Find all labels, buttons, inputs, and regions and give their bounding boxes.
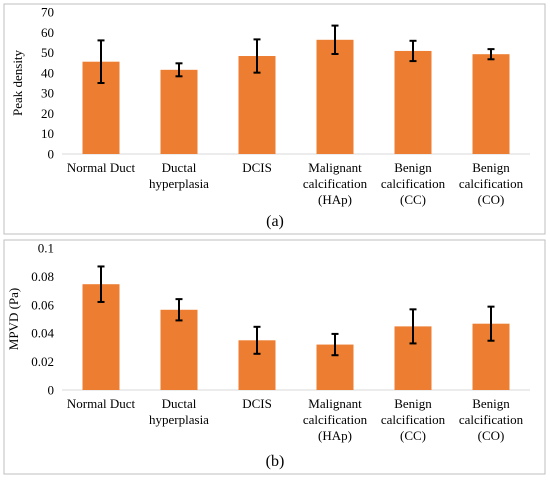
bar bbox=[472, 54, 510, 154]
bar bbox=[394, 50, 432, 154]
y-tick-label: 0.08 bbox=[31, 269, 54, 284]
bar bbox=[316, 39, 354, 154]
error-bar bbox=[175, 298, 183, 322]
category-label: Benign bbox=[394, 396, 432, 411]
bar bbox=[160, 309, 198, 390]
category-label: Benign bbox=[394, 160, 432, 175]
category-label: Malignant bbox=[308, 396, 362, 411]
y-tick-label: 10 bbox=[41, 126, 54, 141]
category-label: Benign bbox=[472, 396, 510, 411]
category-label: Ductal bbox=[162, 396, 197, 411]
error-bar bbox=[487, 48, 495, 61]
y-tick-label: 0 bbox=[48, 383, 55, 398]
y-tick-label: 0.04 bbox=[31, 326, 54, 341]
y-tick-label: 20 bbox=[41, 106, 54, 121]
category-label: DCIS bbox=[242, 396, 272, 411]
error-bar bbox=[409, 308, 417, 345]
error-bar bbox=[97, 39, 105, 84]
category-label: Benign bbox=[472, 160, 510, 175]
category-label: calcification bbox=[303, 176, 368, 191]
category-label: (HAp) bbox=[318, 192, 352, 207]
y-tick-label: 60 bbox=[41, 25, 54, 40]
category-label: (CO) bbox=[478, 428, 505, 443]
category-label: (CC) bbox=[400, 192, 426, 207]
category-label: calcification bbox=[381, 412, 446, 427]
y-tick-label: 0.1 bbox=[38, 241, 54, 256]
category-label: hyperplasia bbox=[149, 176, 209, 191]
y-tick-label: 40 bbox=[41, 65, 54, 80]
y-tick-label: 0 bbox=[48, 147, 55, 162]
error-bar bbox=[409, 39, 417, 63]
chart-frame bbox=[3, 239, 546, 475]
error-bar bbox=[331, 24, 339, 55]
error-bar bbox=[331, 332, 339, 357]
category-label: calcification bbox=[381, 176, 446, 191]
y-tick-label: 0.02 bbox=[31, 354, 54, 369]
error-bar bbox=[253, 38, 261, 74]
category-label: (HAp) bbox=[318, 428, 352, 443]
panel-label-a: (a) bbox=[266, 213, 284, 230]
category-label: Ductal bbox=[162, 160, 197, 175]
error-bar bbox=[253, 325, 261, 355]
category-label: calcification bbox=[303, 412, 368, 427]
y-tick-label: 30 bbox=[41, 86, 54, 101]
error-bar bbox=[175, 62, 183, 78]
category-label: hyperplasia bbox=[149, 412, 209, 427]
error-bar bbox=[97, 265, 105, 303]
error-bar bbox=[487, 305, 495, 342]
category-label: calcification bbox=[459, 412, 524, 427]
category-label: (CC) bbox=[400, 428, 426, 443]
panel-label-b: (b) bbox=[266, 453, 285, 470]
category-label: DCIS bbox=[242, 160, 272, 175]
y-tick-label: 70 bbox=[41, 5, 54, 20]
category-label: Malignant bbox=[308, 160, 362, 175]
category-label: Normal Duct bbox=[67, 396, 136, 411]
category-label: calcification bbox=[459, 176, 524, 191]
category-label: (CO) bbox=[478, 192, 505, 207]
chart-panel-b: 0 0.02 0.04 0.06 0.08 0.1 MPVD (Pa) Normal Duct… bbox=[3, 239, 546, 475]
y-axis-label: Peak density bbox=[10, 49, 25, 116]
y-tick-label: 50 bbox=[41, 45, 54, 60]
y-axis-label: MPVD (Pa) bbox=[6, 288, 21, 350]
category-label: Normal Duct bbox=[67, 160, 136, 175]
y-tick-label: 0.06 bbox=[31, 297, 54, 312]
chart-panel-a: 0 10 20 30 40 50 60 70 Peak density Normal Duct Du… bbox=[3, 3, 546, 235]
chart-frame bbox=[3, 3, 546, 235]
bar bbox=[160, 69, 198, 154]
